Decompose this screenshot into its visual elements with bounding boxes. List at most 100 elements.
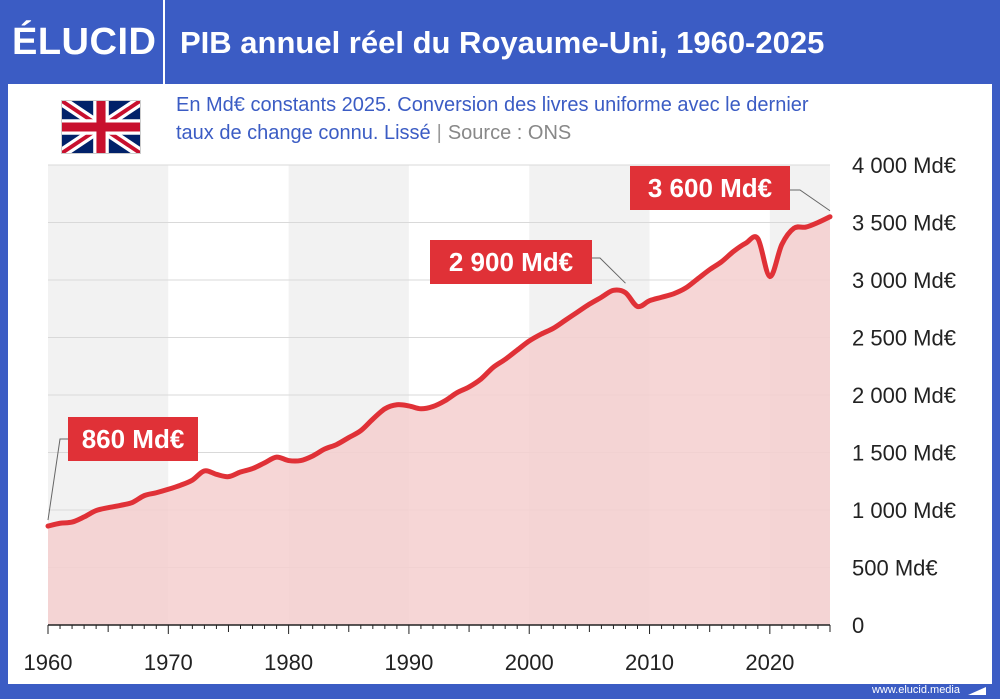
area-fill — [48, 216, 830, 625]
data-point — [456, 392, 458, 394]
data-point — [685, 287, 687, 289]
data-point — [817, 222, 819, 223]
data-point — [564, 319, 566, 321]
subtitle-separator: | — [436, 122, 442, 144]
data-point — [384, 408, 386, 410]
data-point — [312, 455, 314, 457]
data-point — [324, 448, 326, 450]
data-point — [396, 404, 398, 406]
data-point — [300, 460, 302, 462]
data-point — [227, 476, 229, 478]
y-tick-label: 4 000 Md€ — [852, 153, 956, 178]
data-point — [239, 471, 241, 473]
data-point — [769, 276, 771, 278]
data-point — [348, 437, 350, 439]
annotation: 860 Md€ — [47, 417, 198, 521]
x-tick-label: 1990 — [384, 650, 433, 675]
data-point — [83, 516, 85, 518]
data-point — [829, 216, 831, 218]
x-tick-label: 2000 — [505, 650, 554, 675]
y-tick-label: 500 Md€ — [852, 556, 938, 581]
data-point — [733, 250, 735, 252]
data-point — [372, 418, 374, 420]
data-point — [179, 484, 181, 486]
subtitle-line-2: taux de change connu. Lissé | Source : ONS — [176, 119, 991, 147]
data-point — [588, 303, 590, 305]
y-axis-labels: 0 500 Md€ 1 000 Md€ 1 500 Md€ 2 000 Md€ 2 500… — [852, 153, 956, 638]
annotation-label: 3 600 Md€ — [648, 173, 772, 203]
data-point — [576, 311, 578, 313]
annotation-leader — [790, 189, 831, 212]
data-point — [637, 305, 639, 307]
data-point — [119, 504, 121, 506]
data-point — [131, 502, 133, 504]
data-point — [288, 460, 290, 462]
data-point — [624, 292, 626, 294]
data-point — [805, 226, 807, 228]
chart-subtitle: En Md€ constants 2025. Conversion des li… — [176, 91, 991, 151]
data-point — [781, 243, 783, 245]
data-point — [661, 296, 663, 298]
uk-flag-icon — [62, 101, 140, 153]
annotation-box — [630, 166, 790, 210]
data-point — [516, 349, 518, 351]
y-tick-label: 2 000 Md€ — [852, 383, 956, 408]
data-point — [480, 378, 482, 380]
data-point — [264, 462, 266, 464]
x-tick-label: 1970 — [144, 650, 193, 675]
data-point — [167, 488, 169, 490]
data-point — [697, 278, 699, 280]
data-point — [143, 495, 145, 497]
data-point — [155, 492, 157, 494]
data-point — [504, 358, 506, 360]
source-note: Source : ONS — [447, 122, 572, 144]
data-point — [360, 430, 362, 432]
x-axis-labels: 1960 1970 1980 1990 2000 2010 2020 — [24, 650, 795, 675]
area-layer — [45, 214, 833, 625]
data-point — [600, 296, 602, 298]
annotation-box — [68, 417, 198, 461]
data-point — [492, 366, 494, 368]
data-point — [336, 443, 338, 445]
x-tick-label: 1960 — [24, 650, 73, 675]
data-point — [528, 340, 530, 342]
data-point — [757, 238, 759, 240]
data-point — [540, 333, 542, 335]
data-point — [203, 470, 205, 472]
data-point — [252, 468, 254, 470]
data-point — [612, 289, 614, 291]
data-point — [745, 242, 747, 244]
x-tick-label: 2010 — [625, 650, 674, 675]
annotations: 860 Md€ 2 900 Md€ 3 600 Md€ — [47, 166, 831, 521]
y-tick-label: 2 500 Md€ — [852, 326, 956, 351]
series-line — [45, 214, 833, 529]
annotation-label: 2 900 Md€ — [449, 247, 573, 277]
data-point — [432, 406, 434, 407]
annotation-leader — [47, 438, 68, 521]
annotation-label: 860 Md€ — [82, 424, 185, 454]
data-point — [408, 405, 410, 407]
x-tick-label: 2020 — [745, 650, 794, 675]
data-point — [793, 227, 795, 229]
data-point — [673, 293, 675, 295]
x-tick-label: 1980 — [264, 650, 313, 675]
data-point — [47, 525, 49, 527]
data-point — [552, 327, 554, 329]
data-point — [420, 408, 422, 410]
y-tick-label: 1 000 Md€ — [852, 498, 956, 523]
data-point — [215, 473, 217, 475]
elucid-mark-icon — [968, 687, 986, 695]
data-point — [276, 456, 278, 458]
annotation-box — [430, 240, 592, 284]
y-tick-label: 0 — [852, 613, 864, 638]
data-point — [468, 386, 470, 388]
annotation: 3 600 Md€ — [630, 166, 831, 212]
annotation-leader — [592, 257, 626, 284]
elucid-logo: ÉLUCID — [12, 21, 157, 63]
y-tick-label: 3 000 Md€ — [852, 268, 956, 293]
data-point — [191, 479, 193, 481]
data-point — [721, 261, 723, 263]
header-bar: ÉLUCID PIB annuel réel du Royaume-Uni, 1… — [0, 0, 1000, 84]
data-point — [59, 522, 61, 524]
